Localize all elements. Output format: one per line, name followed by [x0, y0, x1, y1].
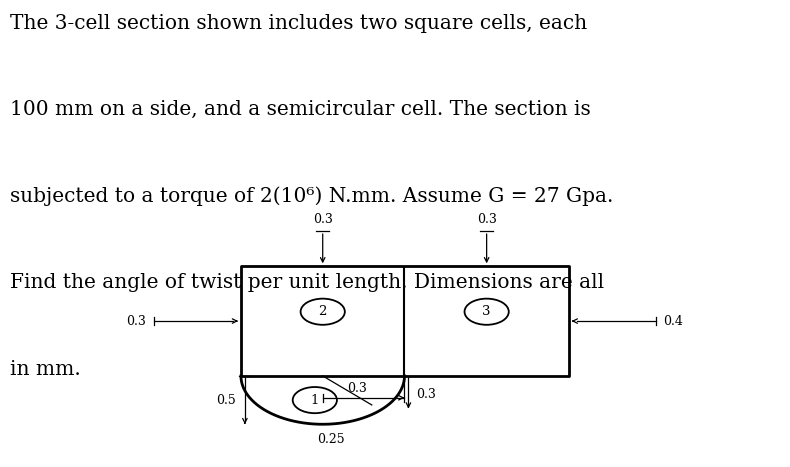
Text: subjected to a torque of 2(10⁶) N.mm. Assume G = 27 Gpa.: subjected to a torque of 2(10⁶) N.mm. As…	[10, 187, 614, 206]
Text: 100 mm on a side, and a semicircular cell. The section is: 100 mm on a side, and a semicircular cel…	[10, 100, 591, 120]
Text: 0.3: 0.3	[126, 315, 146, 327]
Text: 0.5: 0.5	[216, 394, 235, 407]
Text: 0.3: 0.3	[476, 213, 497, 226]
Text: 3: 3	[483, 305, 491, 318]
Text: 0.25: 0.25	[317, 432, 344, 446]
Text: 1: 1	[310, 394, 319, 407]
Text: 0.3: 0.3	[313, 213, 333, 226]
Text: 0.3: 0.3	[416, 388, 436, 401]
Text: in mm.: in mm.	[10, 360, 81, 379]
Text: 2: 2	[318, 305, 327, 318]
Text: 0.4: 0.4	[664, 315, 683, 327]
Text: 0.3: 0.3	[348, 382, 367, 396]
Text: Find the angle of twist per unit length. Dimensions are all: Find the angle of twist per unit length.…	[10, 273, 604, 292]
Text: The 3-cell section shown includes two square cells, each: The 3-cell section shown includes two sq…	[10, 14, 588, 33]
